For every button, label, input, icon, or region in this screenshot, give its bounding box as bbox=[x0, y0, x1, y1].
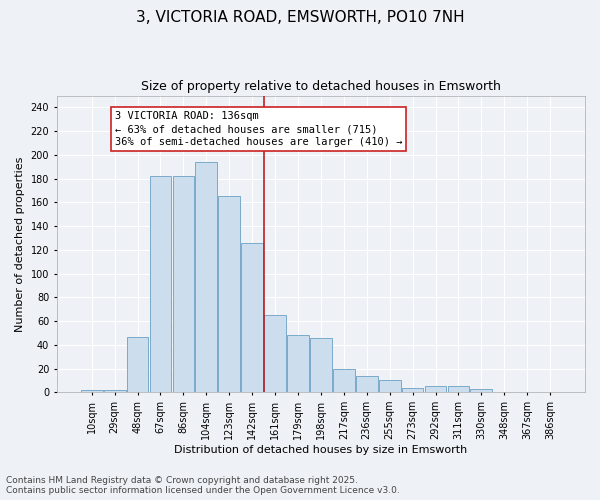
Bar bbox=[425, 386, 446, 392]
Bar bbox=[356, 376, 377, 392]
Bar bbox=[218, 196, 240, 392]
Bar bbox=[310, 338, 332, 392]
Bar bbox=[196, 162, 217, 392]
Bar bbox=[402, 388, 424, 392]
Bar bbox=[333, 368, 355, 392]
Text: 3, VICTORIA ROAD, EMSWORTH, PO10 7NH: 3, VICTORIA ROAD, EMSWORTH, PO10 7NH bbox=[136, 10, 464, 25]
Bar bbox=[448, 386, 469, 392]
Bar bbox=[127, 336, 148, 392]
Title: Size of property relative to detached houses in Emsworth: Size of property relative to detached ho… bbox=[141, 80, 501, 93]
Bar bbox=[264, 315, 286, 392]
Bar bbox=[173, 176, 194, 392]
Bar bbox=[379, 380, 401, 392]
Bar bbox=[470, 388, 492, 392]
Text: Contains HM Land Registry data © Crown copyright and database right 2025.
Contai: Contains HM Land Registry data © Crown c… bbox=[6, 476, 400, 495]
Bar bbox=[287, 336, 309, 392]
Bar bbox=[241, 242, 263, 392]
Y-axis label: Number of detached properties: Number of detached properties bbox=[15, 156, 25, 332]
Bar bbox=[81, 390, 103, 392]
Bar bbox=[149, 176, 172, 392]
Bar bbox=[104, 390, 125, 392]
Text: 3 VICTORIA ROAD: 136sqm
← 63% of detached houses are smaller (715)
36% of semi-d: 3 VICTORIA ROAD: 136sqm ← 63% of detache… bbox=[115, 111, 402, 148]
X-axis label: Distribution of detached houses by size in Emsworth: Distribution of detached houses by size … bbox=[174, 445, 467, 455]
